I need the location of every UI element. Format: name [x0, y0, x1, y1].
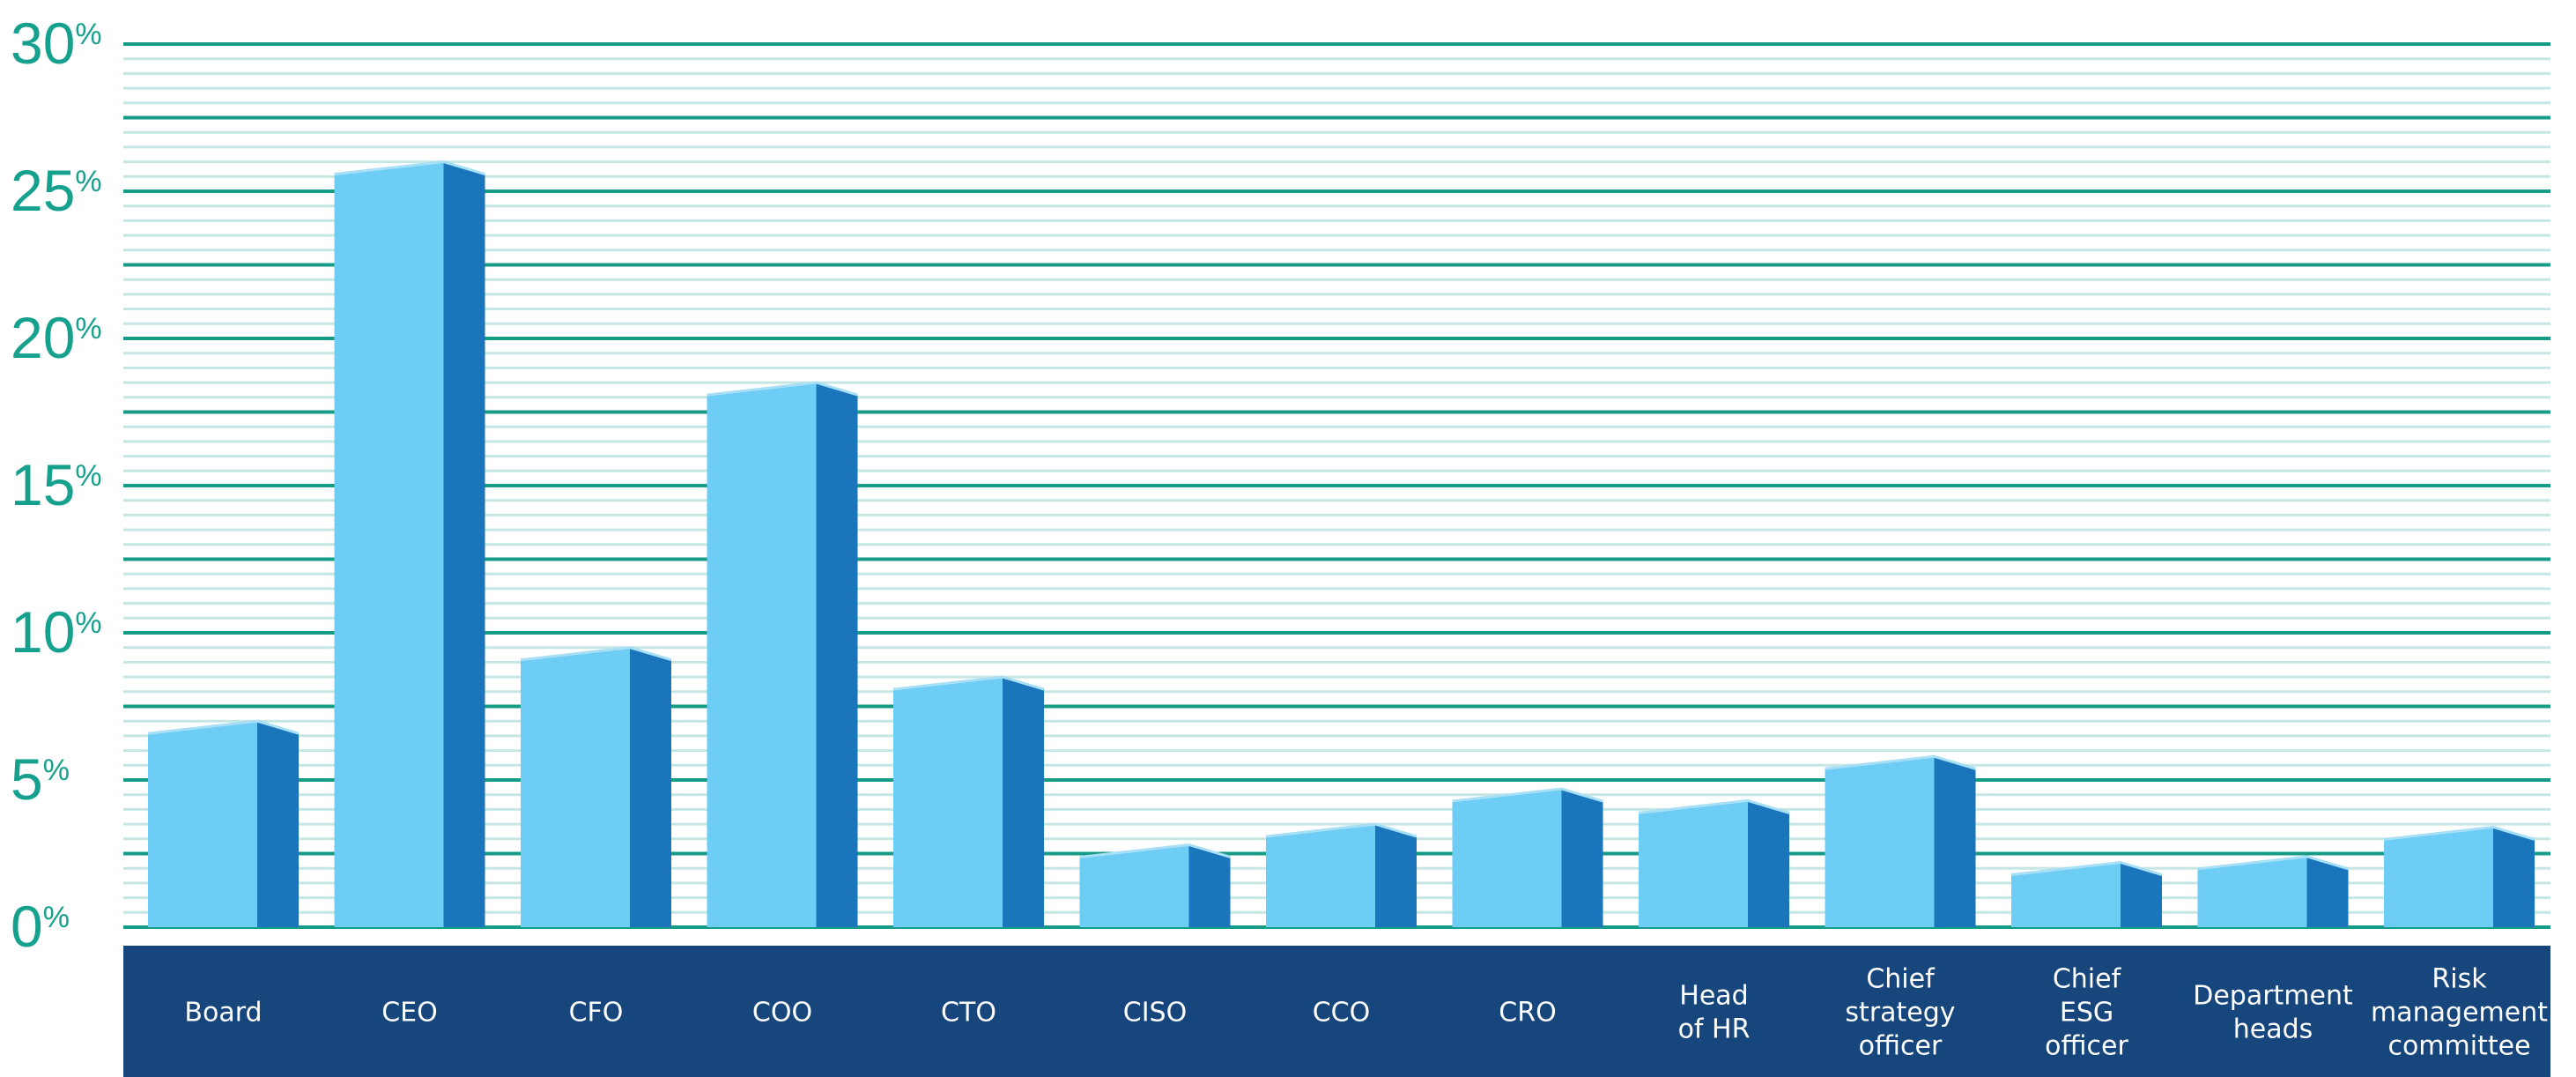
- bar: [334, 160, 485, 928]
- bar: [1638, 798, 1790, 927]
- bar-side-face: [1561, 789, 1603, 927]
- bar-top-edge: [147, 719, 300, 735]
- bar-top-edge: [1452, 787, 1603, 803]
- bar: [2010, 860, 2163, 927]
- bar-top-edge: [1638, 798, 1790, 814]
- bar-side-face: [2306, 856, 2349, 927]
- category-label-band: [123, 946, 2550, 1077]
- y-tick-label: 0%: [11, 894, 70, 959]
- bar-front-face: [2384, 827, 2493, 927]
- bar: [147, 719, 300, 927]
- bar-front-face: [1825, 756, 1935, 927]
- bar-front-face: [521, 647, 630, 927]
- bar-side-face: [1934, 756, 1976, 927]
- bar: [1079, 843, 1231, 927]
- bar-side-face: [2121, 862, 2162, 927]
- x-category-label: CTO: [941, 998, 996, 1029]
- bar-front-face: [2197, 856, 2307, 927]
- x-axis-labels: Board CEO CFO COO CTO CISO CCO CRO Head of HR Chie…: [184, 964, 2548, 1062]
- x-category-label: CRO: [1499, 998, 1556, 1029]
- gridlines: [123, 42, 2550, 929]
- y-tick-label: 5%: [11, 746, 70, 812]
- y-tick-label: 10%: [11, 599, 102, 665]
- x-category-label: Chief ESG officer: [2045, 964, 2128, 1062]
- bar: [520, 646, 672, 927]
- bar-side-face: [1375, 824, 1417, 927]
- bar: [2383, 825, 2535, 927]
- bar: [1452, 787, 1603, 927]
- bar-front-face: [707, 383, 817, 928]
- bar-side-face: [2493, 827, 2535, 927]
- bar-side-face: [816, 383, 858, 928]
- x-category-label: CEO: [381, 998, 438, 1029]
- x-category-label: COO: [752, 998, 812, 1029]
- bar-side-face: [630, 647, 671, 927]
- y-axis: 0% 5% 10% 15% 20% 25% 30%: [11, 11, 102, 959]
- bar-top-edge: [1079, 843, 1231, 858]
- bar: [1265, 822, 1418, 927]
- x-category-label: Board: [184, 998, 262, 1029]
- bar-top-edge: [2197, 855, 2349, 871]
- bar-top-edge: [520, 646, 672, 662]
- bar-side-face: [1748, 800, 1789, 927]
- x-category-label: Chief strategy officer: [1845, 964, 1955, 1062]
- bar-side-face: [257, 721, 299, 927]
- bar-front-face: [1452, 789, 1562, 927]
- bar-front-face: [1266, 824, 1375, 927]
- bar-front-face: [893, 677, 1003, 927]
- bar-front-face: [1639, 800, 1748, 927]
- x-category-label: CISO: [1123, 998, 1187, 1029]
- bar-front-face: [2011, 862, 2121, 927]
- bar-front-face: [334, 161, 444, 928]
- bar: [707, 381, 858, 928]
- bar: [2197, 855, 2349, 927]
- bar-top-edge: [1825, 754, 1976, 770]
- x-category-label: CCO: [1313, 998, 1371, 1029]
- bar: [1825, 754, 1976, 927]
- bar-top-edge: [334, 160, 485, 176]
- x-category-label: Head of HR: [1678, 981, 1751, 1045]
- bar-side-face: [1003, 677, 1044, 927]
- y-tick-label: 15%: [11, 452, 102, 517]
- x-category-label: CFO: [569, 998, 624, 1029]
- y-tick-label: 30%: [11, 11, 102, 76]
- bar: [892, 675, 1045, 927]
- x-category-label: Department heads: [2193, 981, 2353, 1045]
- bar-front-face: [1079, 844, 1189, 927]
- bar-top-edge: [2010, 860, 2163, 877]
- bar-top-edge: [1265, 822, 1418, 838]
- y-tick-label: 25%: [11, 158, 102, 223]
- bar-top-edge: [707, 381, 858, 397]
- y-tick-label: 20%: [11, 305, 102, 370]
- x-category-label: Risk management committee: [2371, 964, 2548, 1062]
- bar-side-face: [1188, 844, 1231, 927]
- bar-side-face: [443, 161, 485, 928]
- bar-top-edge: [2383, 825, 2535, 841]
- bar-top-edge: [892, 675, 1045, 691]
- bar-front-face: [148, 721, 257, 927]
- bars: [147, 160, 2535, 928]
